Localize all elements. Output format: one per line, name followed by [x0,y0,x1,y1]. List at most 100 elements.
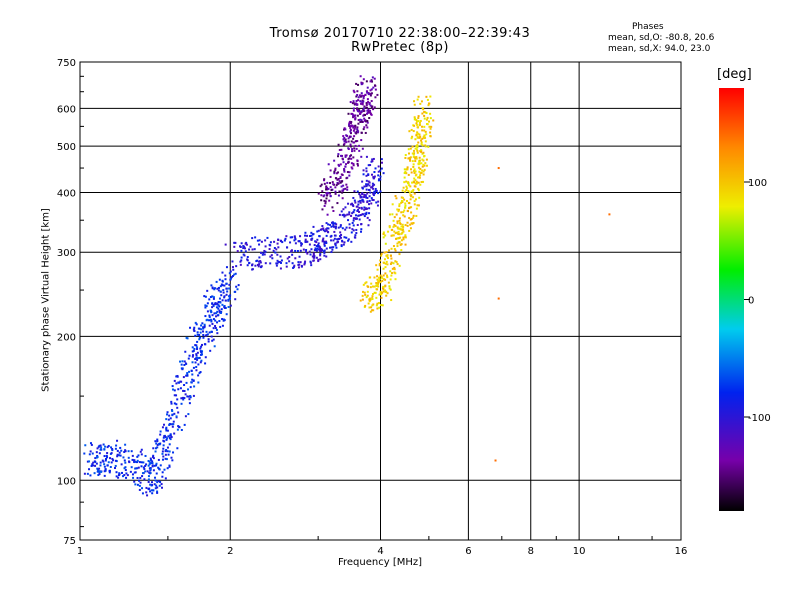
data-point [362,200,365,203]
data-point [141,472,144,475]
data-point [223,296,226,299]
data-point [358,214,361,217]
data-point [123,459,126,462]
data-point [352,210,355,213]
data-point [405,189,408,192]
data-point [388,213,391,216]
data-point [140,465,143,468]
data-point [215,315,218,318]
data-point [240,256,243,259]
data-point [342,135,345,138]
data-point [143,468,146,471]
data-point [200,345,203,348]
data-point [350,112,353,115]
data-point [417,115,420,118]
data-point [360,230,363,233]
data-point [107,444,110,447]
data-point [390,274,393,277]
data-point [354,102,357,105]
data-point [137,466,140,469]
data-point [372,176,375,179]
data-point [412,163,415,166]
data-point [191,355,194,358]
data-point [156,491,159,494]
data-point [179,387,182,390]
data-point [357,203,360,206]
data-point [368,219,371,222]
data-point [326,194,329,197]
data-point [349,143,352,146]
data-point [116,449,119,452]
data-point [376,275,379,278]
data-point [96,454,99,457]
data-point [366,290,369,293]
data-point [404,234,407,237]
data-point [352,115,355,118]
data-point [102,443,105,446]
data-point [165,438,168,441]
data-point [359,75,362,78]
data-point [414,198,417,201]
data-point [353,128,356,131]
data-point [347,140,350,143]
data-point [350,231,353,234]
data-point [380,293,383,296]
data-point [103,463,106,466]
data-point [150,481,153,484]
chart-subtitle: RwPretec (8p) [351,40,449,55]
data-point [420,143,423,146]
data-point [188,354,191,357]
data-point [180,402,183,405]
data-point [144,454,147,457]
data-point [363,185,366,188]
data-point [239,263,242,266]
data-point [406,209,409,212]
data-point [377,285,380,288]
data-point [321,208,324,211]
data-point [355,147,358,150]
data-point [155,462,158,465]
data-point [419,135,422,138]
data-point [146,494,149,497]
data-point [354,118,357,121]
data-point [164,457,167,460]
data-point [422,173,425,176]
data-point [208,298,211,301]
data-point [378,264,381,267]
data-point [104,468,107,471]
data-point [321,225,324,228]
data-point [382,278,385,281]
data-point [350,166,353,169]
data-point [104,457,107,460]
data-point [405,180,408,183]
data-point [349,132,352,135]
data-point [276,253,279,256]
data-point [215,280,218,283]
data-point [345,226,348,229]
data-point [291,253,294,256]
data-point [348,226,351,229]
data-point [393,230,396,233]
data-point [363,291,366,294]
data-point [156,486,159,489]
data-point [329,169,332,172]
data-point [358,149,361,152]
data-point [358,94,361,97]
data-point [337,153,340,156]
data-point [421,107,424,110]
data-point [294,257,297,260]
data-point [116,439,119,442]
data-point [319,258,322,261]
data-point [425,111,428,114]
data-point [425,133,428,136]
data-point [147,478,150,481]
data-point [177,388,180,391]
data-point [194,334,197,337]
data-point [230,276,233,279]
data-point [417,189,420,192]
data-point [149,472,152,475]
data-point [352,126,355,129]
data-point [136,455,139,458]
data-point [384,290,387,293]
data-point [368,298,371,301]
